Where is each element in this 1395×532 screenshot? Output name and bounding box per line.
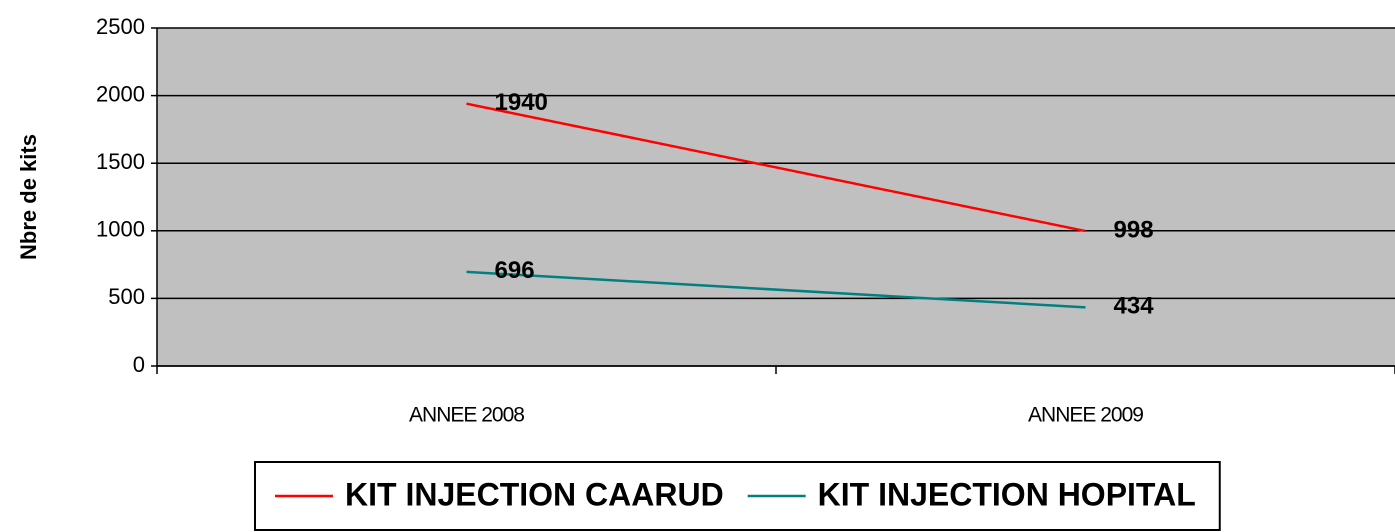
legend-label: KIT INJECTION HOPITAL <box>818 476 1196 512</box>
y-tick-label: 1000 <box>96 217 145 242</box>
y-tick-label: 2500 <box>96 14 145 39</box>
data-label: 1940 <box>495 89 548 116</box>
y-tick-label: 1500 <box>96 149 145 174</box>
y-axis-label: Nbre de kits <box>16 134 41 260</box>
y-tick-label: 2000 <box>96 81 145 106</box>
series-line <box>466 270 1086 309</box>
y-tick-label: 500 <box>108 284 145 309</box>
plot-area <box>157 28 1395 366</box>
x-tick-label: ANNEE 2008 <box>409 404 524 427</box>
series-line <box>466 102 1086 233</box>
legend-label: KIT INJECTION CAARUD <box>345 476 724 512</box>
legend <box>254 461 1221 531</box>
x-tick-label: ANNEE 2009 <box>1028 404 1143 427</box>
data-label: 696 <box>495 257 535 284</box>
data-label: 434 <box>1114 293 1155 320</box>
data-label: 998 <box>1114 216 1154 243</box>
y-tick-label: 0 <box>133 352 145 377</box>
